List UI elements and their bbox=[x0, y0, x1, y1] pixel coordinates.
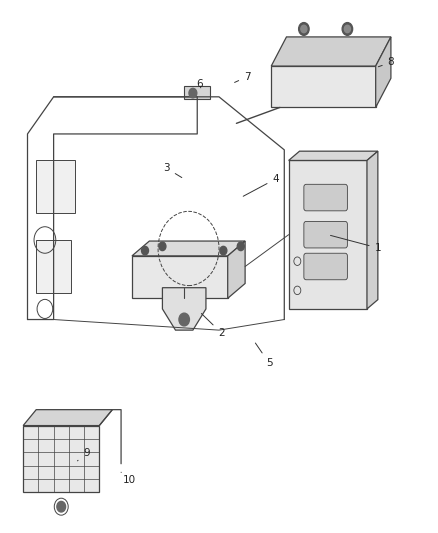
Polygon shape bbox=[367, 151, 378, 309]
Polygon shape bbox=[132, 256, 228, 298]
FancyBboxPatch shape bbox=[304, 184, 347, 211]
Polygon shape bbox=[132, 241, 245, 256]
FancyBboxPatch shape bbox=[36, 240, 71, 293]
Text: 7: 7 bbox=[235, 71, 251, 83]
Text: 2: 2 bbox=[201, 313, 225, 338]
Circle shape bbox=[299, 22, 309, 35]
Text: 5: 5 bbox=[255, 343, 272, 368]
FancyBboxPatch shape bbox=[304, 221, 347, 248]
Polygon shape bbox=[271, 66, 376, 108]
Text: 1: 1 bbox=[331, 236, 381, 253]
Polygon shape bbox=[376, 37, 391, 108]
Circle shape bbox=[179, 313, 189, 326]
Circle shape bbox=[220, 246, 227, 255]
Text: 4: 4 bbox=[243, 174, 279, 196]
Text: 3: 3 bbox=[163, 164, 182, 177]
Text: 8: 8 bbox=[378, 58, 394, 67]
Circle shape bbox=[301, 25, 307, 33]
Circle shape bbox=[141, 246, 148, 255]
Polygon shape bbox=[271, 37, 391, 66]
Circle shape bbox=[159, 242, 166, 251]
Circle shape bbox=[57, 502, 66, 512]
Polygon shape bbox=[289, 151, 378, 160]
Circle shape bbox=[344, 25, 350, 33]
FancyBboxPatch shape bbox=[36, 160, 75, 214]
Polygon shape bbox=[228, 241, 245, 298]
Polygon shape bbox=[23, 410, 113, 425]
Polygon shape bbox=[184, 86, 210, 100]
Text: 6: 6 bbox=[196, 78, 203, 88]
FancyBboxPatch shape bbox=[304, 253, 347, 280]
Polygon shape bbox=[23, 425, 99, 492]
Text: 9: 9 bbox=[78, 448, 89, 461]
Polygon shape bbox=[162, 288, 206, 330]
Circle shape bbox=[237, 242, 244, 251]
Polygon shape bbox=[289, 160, 367, 309]
Circle shape bbox=[342, 22, 353, 35]
Circle shape bbox=[189, 88, 197, 98]
Text: 10: 10 bbox=[121, 472, 136, 485]
